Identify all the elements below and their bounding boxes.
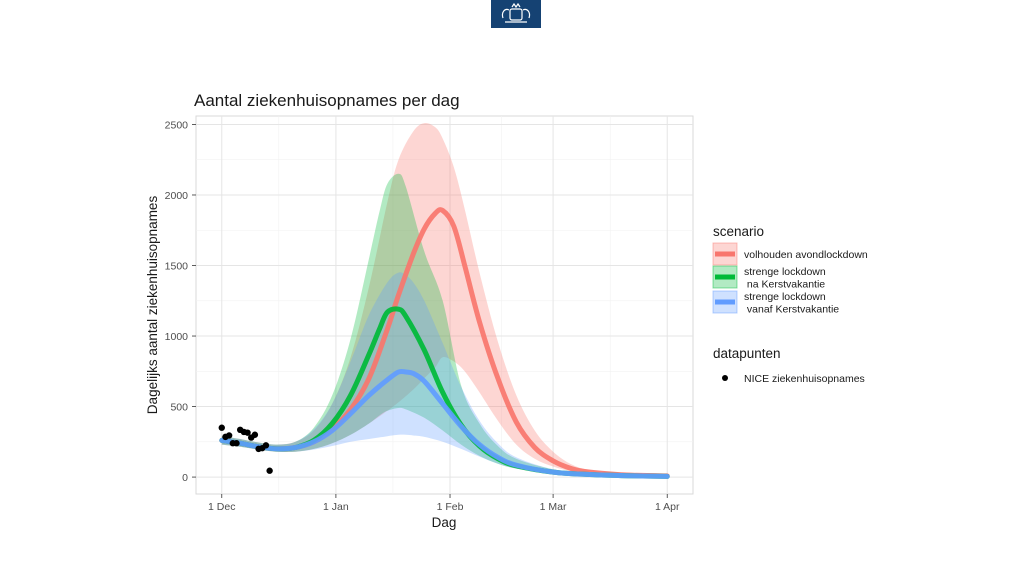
- y-axis-ticks: 0 500 1000 1500 2000 2500: [165, 119, 196, 484]
- legend-key-nice: [722, 375, 728, 381]
- legend: scenario volhouden avondlockdown strenge …: [712, 224, 868, 385]
- y-tick-label: 500: [170, 402, 188, 414]
- legend-label-scenario: volhouden avondlockdown: [744, 249, 868, 261]
- band-strenge-lockdown-na-kerstvakantie: [221, 173, 668, 477]
- rijksoverheid-coat-of-arms-logo: [491, 0, 541, 28]
- datapoint: [233, 440, 240, 447]
- legend-label-scenario: strenge lockdown na Kerstvakantie: [744, 266, 826, 291]
- datapoint: [262, 442, 270, 449]
- y-axis-title: Dagelijks aantal ziekenhuisopnames: [145, 196, 160, 415]
- y-tick-label: 1000: [165, 331, 189, 343]
- legend-title-datapunten: datapunten: [713, 346, 781, 361]
- datapoint: [266, 467, 273, 474]
- band-volhouden-avondlockdown: [221, 122, 668, 477]
- legend-label-nice: NICE ziekenhuisopnames: [744, 373, 865, 385]
- y-tick-label: 1500: [165, 261, 189, 273]
- x-tick-label: 1 Mar: [540, 501, 567, 513]
- datapoints: [218, 424, 273, 474]
- x-axis-ticks: 1 Dec 1 Jan 1 Feb 1 Mar 1 Apr: [208, 494, 680, 513]
- datapoint: [251, 431, 259, 438]
- line-strenge-lockdown-vanaf-kerstvakantie: [219, 368, 670, 479]
- x-tick-label: 1 Apr: [655, 501, 680, 513]
- legend-label-scenario: strenge lockdown vanaf Kerstvakantie: [744, 291, 839, 316]
- datapoint: [218, 424, 225, 431]
- x-axis-title: Dag: [432, 515, 457, 530]
- x-tick-label: 1 Dec: [208, 501, 235, 513]
- y-tick-label: 2500: [165, 119, 189, 131]
- scenario-lines: [219, 207, 670, 479]
- datapoint: [244, 429, 251, 436]
- y-tick-label: 2000: [165, 190, 189, 202]
- chart-title: Aantal ziekenhuisopnames per dag: [194, 91, 460, 110]
- coat-of-arms-icon: [491, 0, 541, 28]
- x-tick-label: 1 Jan: [323, 501, 349, 513]
- legend-title-scenario: scenario: [713, 224, 764, 239]
- y-tick-label: 0: [182, 472, 188, 484]
- x-tick-label: 1 Feb: [437, 501, 464, 513]
- datapoint: [225, 432, 233, 439]
